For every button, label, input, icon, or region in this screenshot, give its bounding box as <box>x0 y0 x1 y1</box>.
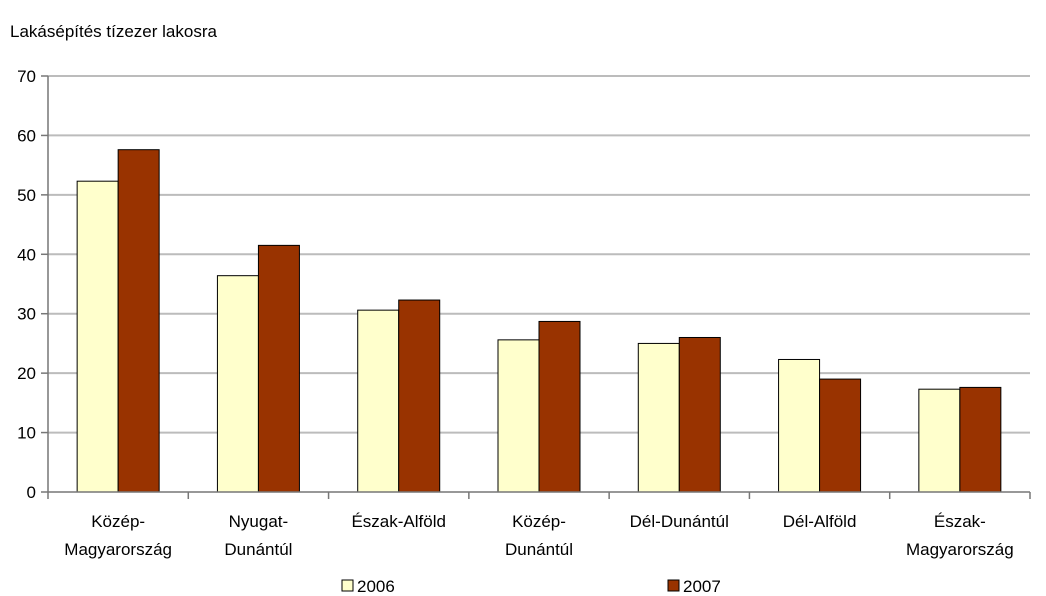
x-tick-label: Közép- <box>512 512 566 531</box>
y-tick-label: 60 <box>17 126 36 145</box>
y-tick-label: 10 <box>17 424 36 443</box>
x-tick-label: Dunántúl <box>505 540 573 559</box>
x-tick-label: Dél-Dunántúl <box>630 512 729 531</box>
legend-swatch-2006 <box>341 579 354 592</box>
legend-swatch-2007 <box>667 579 680 592</box>
x-tick-label: Dunántúl <box>224 540 292 559</box>
y-axis-title: Lakásépítés tízezer lakosra <box>10 22 217 41</box>
x-tick-label: Dél-Alföld <box>783 512 857 531</box>
y-tick-label: 50 <box>17 186 36 205</box>
x-tick-label: Magyarország <box>64 540 172 559</box>
y-tick-label: 70 <box>17 67 36 86</box>
x-tick-label: Észak- <box>934 512 986 531</box>
y-tick-label: 30 <box>17 305 36 324</box>
y-tick-label: 40 <box>17 245 36 264</box>
x-axis-ticks: Közép- Magyarország Nyugat- Dunántúl Észak-A… <box>64 512 1013 559</box>
bar-2006 <box>637 342 680 493</box>
bar-2006 <box>216 275 259 493</box>
bar-2006 <box>357 309 400 493</box>
bar-2007 <box>819 378 862 493</box>
bar-2007 <box>538 320 581 493</box>
x-tick-label: Magyarország <box>906 540 1014 559</box>
x-tick-label: Közép- <box>91 512 145 531</box>
legend: 2006 2007 <box>341 577 721 596</box>
bar-2007 <box>959 386 1002 493</box>
bar-2006 <box>778 358 821 493</box>
legend-label: 2006 <box>357 577 395 596</box>
y-tick-label: 0 <box>27 483 36 502</box>
gridlines <box>48 75 1030 434</box>
x-tick-label: Nyugat- <box>229 512 289 531</box>
bar-2007 <box>678 336 721 493</box>
bar-2006 <box>76 180 119 493</box>
y-tick-label: 20 <box>17 364 36 383</box>
y-axis-ticks: 0 10 20 30 40 50 60 70 <box>17 67 48 502</box>
bars <box>76 149 1002 493</box>
bar-2007 <box>398 299 441 493</box>
legend-label: 2007 <box>683 577 721 596</box>
bar-2007 <box>117 149 160 493</box>
x-tick-label: Észak-Alföld <box>351 512 445 531</box>
bar-2006 <box>497 339 540 493</box>
bar-2007 <box>257 244 300 493</box>
axes <box>47 76 1031 499</box>
bar-2006 <box>918 388 961 493</box>
